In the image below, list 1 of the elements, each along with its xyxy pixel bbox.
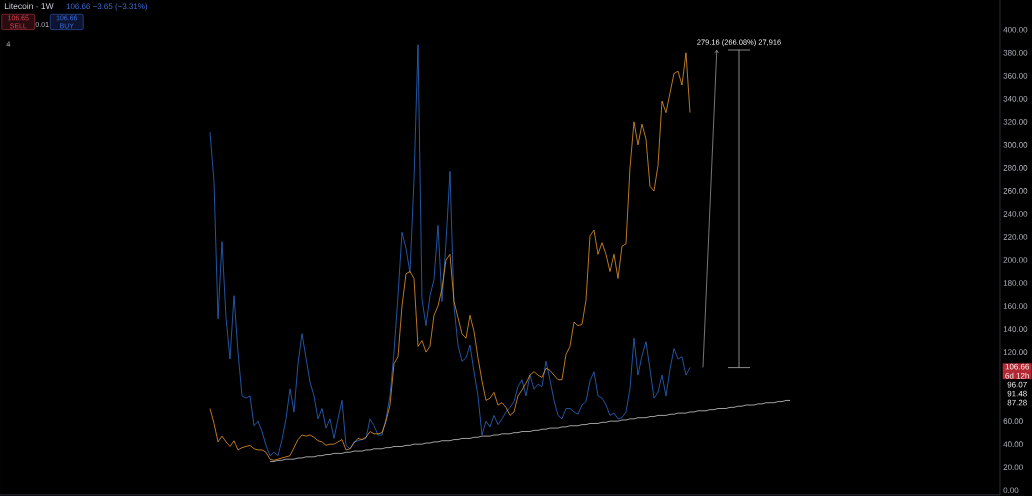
chart-title: Litecoin · 1W (4, 2, 54, 10)
